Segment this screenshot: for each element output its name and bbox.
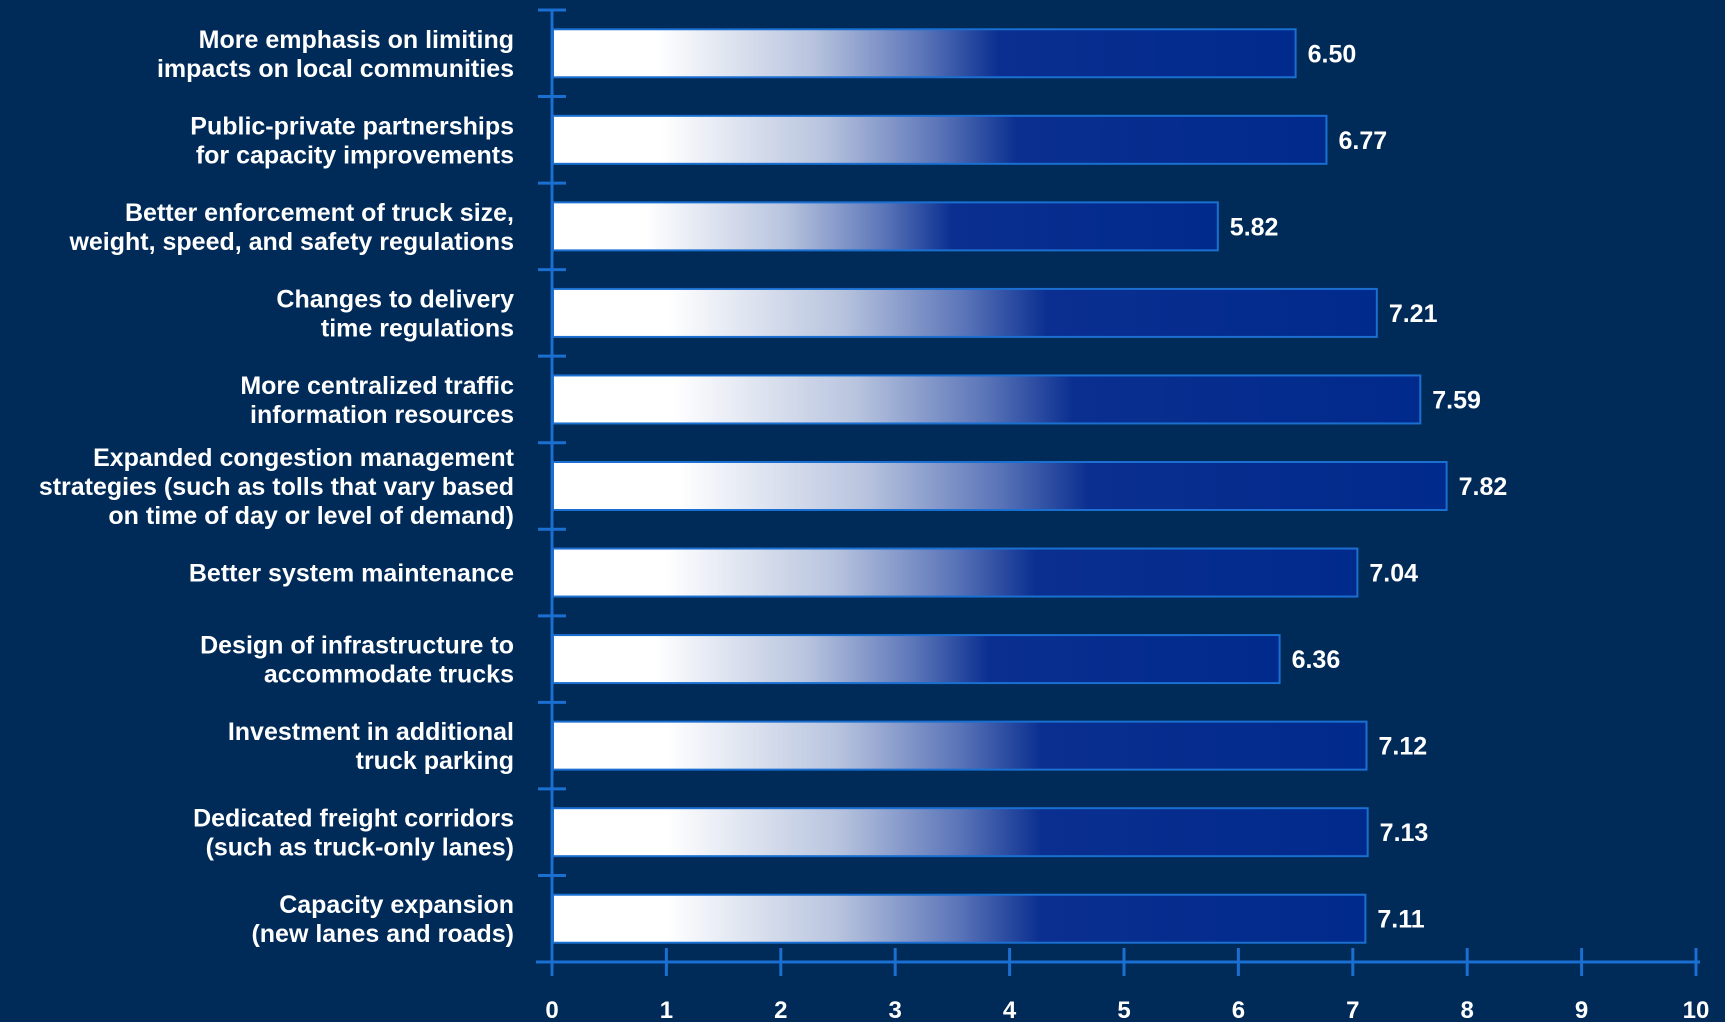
category-label: Changes to delivery time regulations bbox=[276, 285, 514, 342]
data-label: 6.77 bbox=[1338, 127, 1387, 155]
x-tick-label: 5 bbox=[1117, 997, 1130, 1022]
bar bbox=[552, 114, 1328, 165]
category-labels: More emphasis on limiting impacts on loca… bbox=[39, 26, 515, 948]
x-tick-label: 9 bbox=[1575, 997, 1588, 1022]
data-label: 7.11 bbox=[1377, 906, 1424, 934]
bar bbox=[552, 547, 1359, 598]
x-tick-label: 0 bbox=[545, 997, 558, 1022]
data-label: 7.12 bbox=[1379, 733, 1428, 761]
category-label: Better enforcement of truck size, weight,… bbox=[68, 199, 514, 256]
bar bbox=[552, 634, 1281, 685]
category-label: More emphasis on limiting impacts on loca… bbox=[157, 26, 514, 83]
data-label: 6.50 bbox=[1308, 40, 1357, 68]
category-label: Investment in additional truck parking bbox=[228, 718, 514, 775]
data-label: 7.04 bbox=[1369, 560, 1418, 588]
bar bbox=[552, 201, 1219, 252]
x-tick-label: 8 bbox=[1461, 997, 1474, 1022]
data-label: 7.82 bbox=[1459, 473, 1508, 501]
category-label: More centralized traffic information reso… bbox=[240, 372, 514, 429]
category-label: Dedicated freight corridors (such as truc… bbox=[193, 805, 514, 862]
x-tick-label: 10 bbox=[1683, 997, 1710, 1022]
category-label: Better system maintenance bbox=[189, 560, 514, 588]
bars bbox=[552, 28, 1448, 944]
x-tick-label: 2 bbox=[774, 997, 787, 1022]
bar bbox=[552, 720, 1368, 771]
bar bbox=[552, 287, 1378, 338]
bar bbox=[552, 28, 1297, 79]
x-tick-label: 3 bbox=[889, 997, 902, 1022]
category-label: Capacity expansion (new lanes and roads) bbox=[251, 891, 514, 948]
x-tick-labels: 0 1 2 3 4 5 6 7 8 9 10 bbox=[545, 997, 1709, 1022]
category-label: Public-private partnerships for capacity … bbox=[190, 112, 514, 169]
data-label: 6.36 bbox=[1292, 646, 1341, 674]
x-tick-label: 4 bbox=[1003, 997, 1017, 1022]
x-tick-label: 7 bbox=[1346, 997, 1359, 1022]
data-label: 7.21 bbox=[1389, 300, 1438, 328]
value-labels: 6.50 6.77 5.82 7.21 7.59 7.82 7.04 6.36 7.12 7.13… bbox=[1230, 40, 1507, 933]
data-label: 7.59 bbox=[1432, 386, 1481, 414]
x-tick-label: 1 bbox=[660, 997, 673, 1022]
bar bbox=[552, 374, 1422, 425]
category-label: Expanded congestion management strategies… bbox=[39, 444, 515, 530]
data-label: 5.82 bbox=[1230, 213, 1279, 241]
x-tick-label: 6 bbox=[1232, 997, 1245, 1022]
bar bbox=[552, 893, 1367, 944]
bar bbox=[552, 807, 1369, 858]
category-label: Design of infrastructure to accommodate t… bbox=[200, 632, 514, 689]
data-label: 7.13 bbox=[1380, 819, 1429, 847]
bar bbox=[552, 461, 1448, 511]
